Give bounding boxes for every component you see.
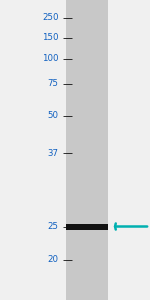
Text: 20: 20 xyxy=(48,255,58,264)
Text: 37: 37 xyxy=(48,148,58,158)
Text: 50: 50 xyxy=(48,111,58,120)
Text: 25: 25 xyxy=(48,222,58,231)
Bar xyxy=(66,224,108,230)
Text: 250: 250 xyxy=(42,14,58,22)
Text: 75: 75 xyxy=(48,80,58,88)
Text: 150: 150 xyxy=(42,33,58,42)
Bar xyxy=(66,0,108,300)
Text: 100: 100 xyxy=(42,54,58,63)
